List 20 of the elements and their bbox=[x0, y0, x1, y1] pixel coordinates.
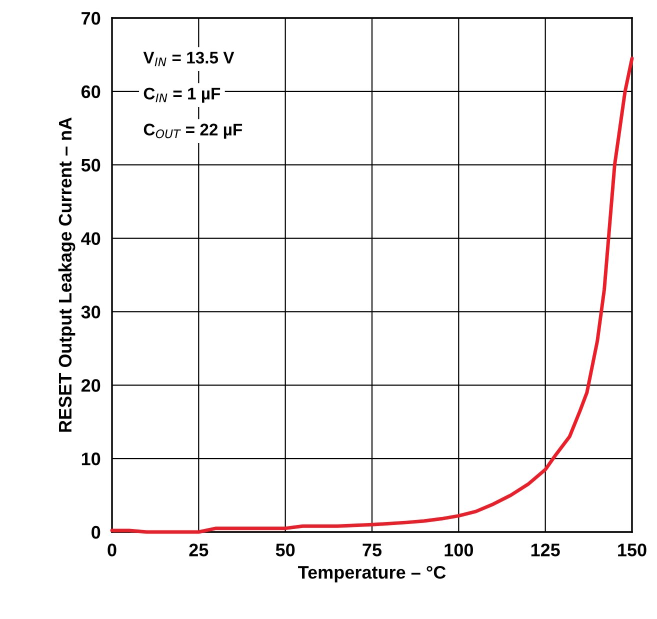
x-axis-title: Temperature – °C bbox=[298, 566, 446, 582]
y-tick-label: 60 bbox=[81, 85, 100, 98]
x-tick-label: 25 bbox=[189, 544, 208, 556]
annotation: V$_{IN}$ = 13.5 V bbox=[143, 52, 234, 66]
y-tick-label: 0 bbox=[92, 526, 100, 539]
x-tick-label: 50 bbox=[276, 544, 295, 556]
x-tick-label: 75 bbox=[362, 544, 382, 556]
x-tick-label: 125 bbox=[531, 544, 560, 556]
x-tick-label: 100 bbox=[444, 544, 473, 556]
y-tick-label: 20 bbox=[81, 379, 100, 392]
y-tick-label: 10 bbox=[82, 452, 100, 466]
annotation: C$_{OUT}$ = 22 µF bbox=[144, 124, 242, 139]
annotation: C$_{IN}$ = 1 µF bbox=[144, 88, 220, 103]
y-tick-label: 30 bbox=[81, 306, 100, 318]
y-tick-label: 70 bbox=[82, 12, 100, 25]
x-tick-label: 150 bbox=[618, 544, 646, 556]
y-axis-title: RESET Output Leakage Current – nA bbox=[58, 117, 76, 432]
x-tick-label: 0 bbox=[108, 544, 116, 556]
y-tick-label: 40 bbox=[81, 232, 100, 246]
y-tick-label: 50 bbox=[81, 158, 100, 172]
